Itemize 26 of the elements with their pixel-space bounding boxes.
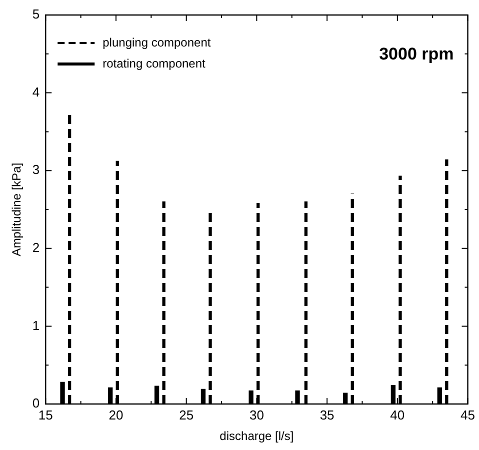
x-axis-title: discharge [l/s] xyxy=(220,429,294,444)
x-tick-label: 30 xyxy=(249,407,264,422)
x-tick-label: 40 xyxy=(390,407,405,422)
bar xyxy=(398,176,402,404)
x-tick-label: 25 xyxy=(179,407,194,422)
annotation: 3000 rpm xyxy=(379,44,454,64)
bar xyxy=(256,202,260,404)
x-tick-label: 20 xyxy=(108,407,124,422)
x-tick-label: 35 xyxy=(320,407,334,422)
x-tick-label: 45 xyxy=(460,407,476,422)
y-tick-label: 0 xyxy=(32,396,40,411)
bar xyxy=(304,201,308,404)
legend-label: plunging component xyxy=(102,35,212,50)
y-tick-label: 4 xyxy=(32,84,40,100)
y-tick-label: 3 xyxy=(32,162,40,178)
bar xyxy=(68,113,72,404)
y-axis-title: Amplitudine [kPa] xyxy=(10,162,24,256)
x-tick-label: 15 xyxy=(38,407,53,422)
bar xyxy=(162,201,166,404)
legend-label: rotating component xyxy=(102,56,206,70)
bar xyxy=(116,160,119,404)
y-tick-label: 1 xyxy=(32,318,40,333)
y-tick-label: 2 xyxy=(32,240,40,255)
bar xyxy=(350,194,354,404)
bar xyxy=(445,159,448,404)
y-tick-label: 5 xyxy=(32,6,40,22)
